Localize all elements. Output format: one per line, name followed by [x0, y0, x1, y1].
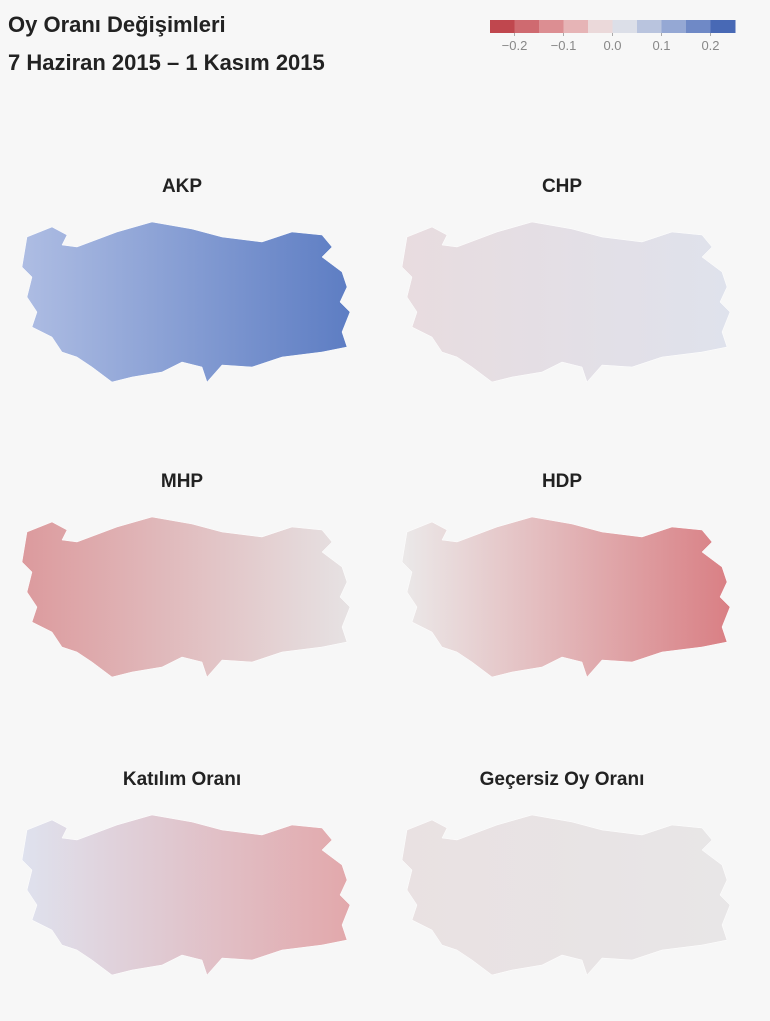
legend-tick-label: 0.1 [652, 38, 670, 53]
subtitle: 7 Haziran 2015 – 1 Kasım 2015 [8, 50, 325, 75]
legend-swatch [637, 20, 662, 33]
map-shape [401, 516, 731, 678]
map-title: AKP [162, 176, 202, 197]
map-title: Katılım Oranı [123, 769, 241, 790]
legend-swatch [514, 20, 540, 33]
map-shape [21, 814, 351, 976]
legend-swatch [686, 20, 711, 33]
map-shape [401, 221, 731, 383]
legend-swatch [661, 20, 687, 33]
title: Oy Oranı Değişimleri [8, 12, 226, 37]
map-title: MHP [161, 471, 204, 492]
legend-tick-label: −0.1 [551, 38, 577, 53]
legend-swatch [612, 20, 638, 33]
map-title: CHP [542, 176, 582, 197]
map-shape [21, 221, 351, 383]
map-title: Geçersiz Oy Oranı [480, 769, 645, 790]
map-shape [21, 516, 351, 678]
legend-swatch [710, 20, 736, 33]
legend-swatch [588, 20, 613, 33]
map-shape [401, 814, 731, 976]
legend-swatch [539, 20, 564, 33]
legend-tick-label: 0.2 [701, 38, 719, 53]
legend-swatch [490, 20, 515, 33]
legend-tick-label: −0.2 [502, 38, 528, 53]
legend-swatch [563, 20, 589, 33]
legend-tick-label: 0.0 [603, 38, 621, 53]
map-title: HDP [542, 471, 582, 492]
